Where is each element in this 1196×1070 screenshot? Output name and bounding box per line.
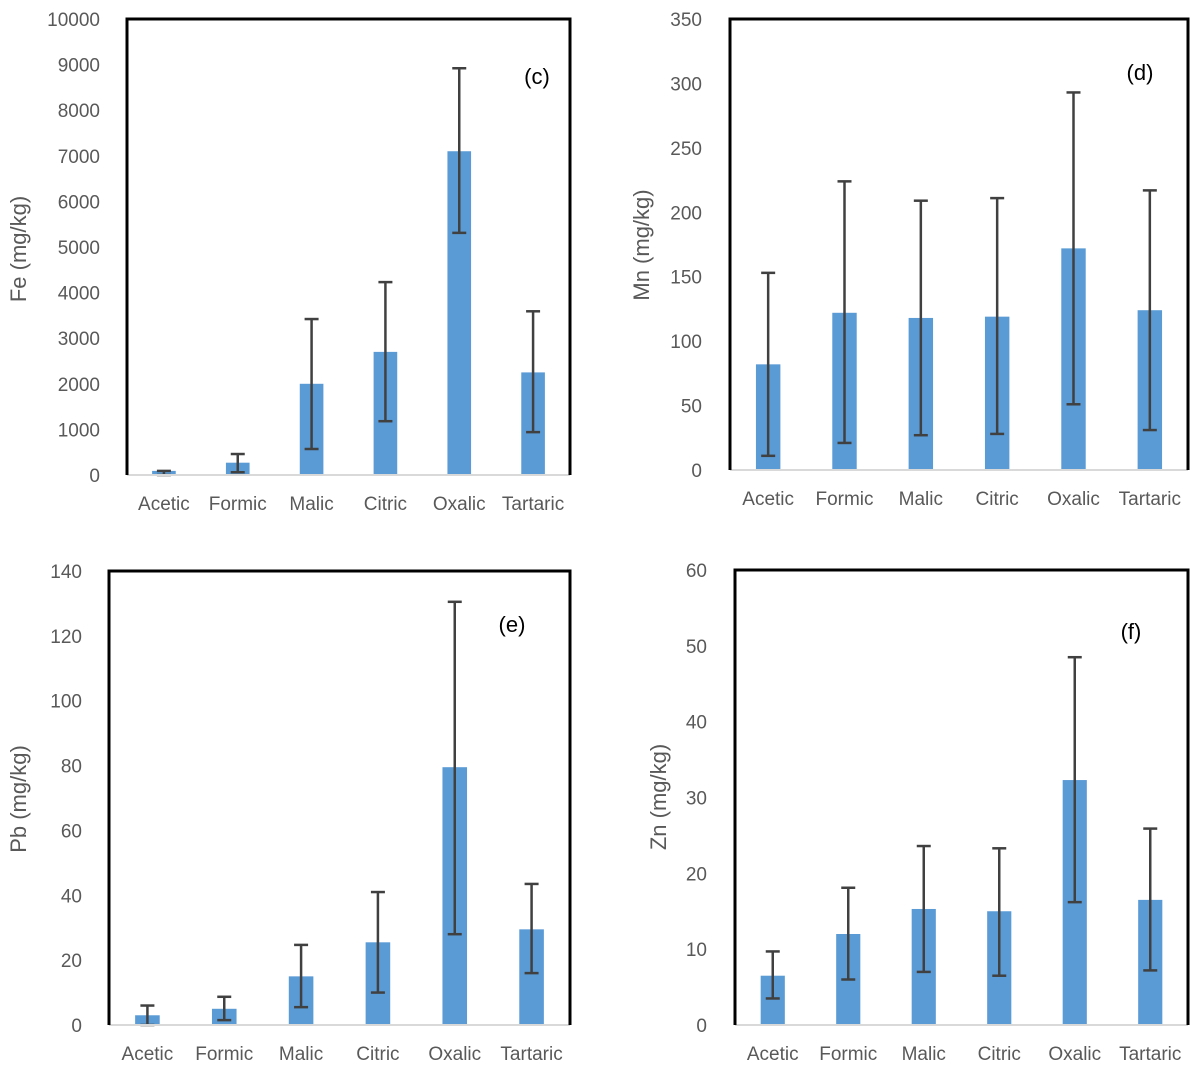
y-tick-label: 200 bbox=[670, 203, 702, 224]
y-tick-label: 3000 bbox=[58, 329, 100, 350]
chart-panel-fe: 0 1000 2000 3000 4000 5000 6000 7000 8000 9000 100… bbox=[6, 10, 572, 515]
y-tick-label: 30 bbox=[686, 789, 707, 810]
category-label: Acetic bbox=[747, 1044, 799, 1065]
panel-label: (e) bbox=[499, 612, 526, 637]
y-tick-label: 8000 bbox=[58, 101, 100, 122]
y-tick-label: 250 bbox=[670, 139, 702, 160]
category-label: Tartaric bbox=[1119, 1044, 1181, 1065]
category-label: Citric bbox=[976, 489, 1019, 510]
y-tick-label: 10000 bbox=[47, 10, 100, 31]
y-tick-label: 300 bbox=[670, 74, 702, 95]
category-label: Formic bbox=[209, 494, 267, 515]
panel-label: (f) bbox=[1121, 619, 1142, 644]
category-label: Malic bbox=[899, 489, 943, 510]
category-label: Tartaric bbox=[502, 494, 564, 515]
y-tick-label: 20 bbox=[61, 951, 82, 972]
y-tick-label: 2000 bbox=[58, 375, 100, 396]
y-tick-label: 60 bbox=[61, 821, 82, 842]
category-label: Malic bbox=[902, 1044, 946, 1065]
chart-panel-zn: 0 10 20 30 40 50 60 Acetic Formic Malic Citric Oxal… bbox=[646, 561, 1190, 1065]
y-tick-label: 60 bbox=[686, 561, 707, 582]
y-tick-label: 20 bbox=[686, 864, 707, 885]
y-tick-label: 4000 bbox=[58, 284, 100, 305]
category-label: Formic bbox=[815, 489, 873, 510]
y-tick-label: 150 bbox=[670, 268, 702, 289]
y-tick-label: 100 bbox=[670, 332, 702, 353]
y-axis-label: Pb (mg/kg) bbox=[6, 745, 31, 853]
y-axis-label: Mn (mg/kg) bbox=[629, 189, 654, 300]
panel-label: (d) bbox=[1127, 60, 1154, 85]
category-label: Malic bbox=[289, 494, 333, 515]
chart-panel-pb: 0 20 40 60 80 100 120 140 Acetic Formic Malic Citri… bbox=[6, 562, 572, 1065]
category-label: Formic bbox=[195, 1044, 253, 1065]
y-tick-label: 140 bbox=[50, 562, 82, 583]
y-tick-label: 9000 bbox=[58, 56, 100, 77]
category-label: Malic bbox=[279, 1044, 323, 1065]
category-label: Oxalic bbox=[428, 1044, 481, 1065]
y-tick-label: 0 bbox=[691, 461, 702, 482]
panel-label: (c) bbox=[524, 64, 550, 89]
y-tick-label: 40 bbox=[686, 713, 707, 734]
category-label: Acetic bbox=[138, 494, 190, 515]
y-axis-label: Fe (mg/kg) bbox=[6, 196, 31, 302]
y-axis-label: Zn (mg/kg) bbox=[646, 744, 671, 850]
category-label: Citric bbox=[978, 1044, 1021, 1065]
y-tick-label: 5000 bbox=[58, 238, 100, 259]
y-tick-label: 7000 bbox=[58, 147, 100, 168]
plot-frame bbox=[728, 17, 1190, 470]
category-label: Citric bbox=[364, 494, 407, 515]
plot-frame bbox=[733, 568, 1190, 1025]
category-label: Acetic bbox=[122, 1044, 174, 1065]
category-label: Citric bbox=[356, 1044, 399, 1065]
category-label: Tartaric bbox=[500, 1044, 562, 1065]
y-tick-label: 350 bbox=[670, 10, 702, 31]
plot-frame bbox=[125, 17, 572, 475]
y-tick-label: 0 bbox=[696, 1016, 707, 1037]
category-label: Oxalic bbox=[1048, 1044, 1101, 1065]
y-tick-label: 0 bbox=[71, 1016, 82, 1037]
y-tick-label: 50 bbox=[686, 637, 707, 658]
y-tick-label: 6000 bbox=[58, 192, 100, 213]
y-tick-label: 80 bbox=[61, 757, 82, 778]
chart-panel-mn: 0 50 100 150 200 250 300 350 Acetic Formic Malic Ci… bbox=[629, 10, 1190, 510]
plot-frame bbox=[107, 569, 572, 1025]
y-tick-label: 0 bbox=[89, 466, 100, 487]
category-label: Oxalic bbox=[433, 494, 486, 515]
y-tick-label: 40 bbox=[61, 886, 82, 907]
category-label: Tartaric bbox=[1119, 489, 1181, 510]
y-tick-label: 10 bbox=[686, 940, 707, 961]
category-label: Acetic bbox=[742, 489, 794, 510]
category-label: Formic bbox=[819, 1044, 877, 1065]
y-tick-label: 120 bbox=[50, 627, 82, 648]
y-tick-label: 50 bbox=[681, 397, 702, 418]
y-tick-label: 100 bbox=[50, 692, 82, 713]
y-tick-label: 1000 bbox=[58, 420, 100, 441]
category-label: Oxalic bbox=[1047, 489, 1100, 510]
